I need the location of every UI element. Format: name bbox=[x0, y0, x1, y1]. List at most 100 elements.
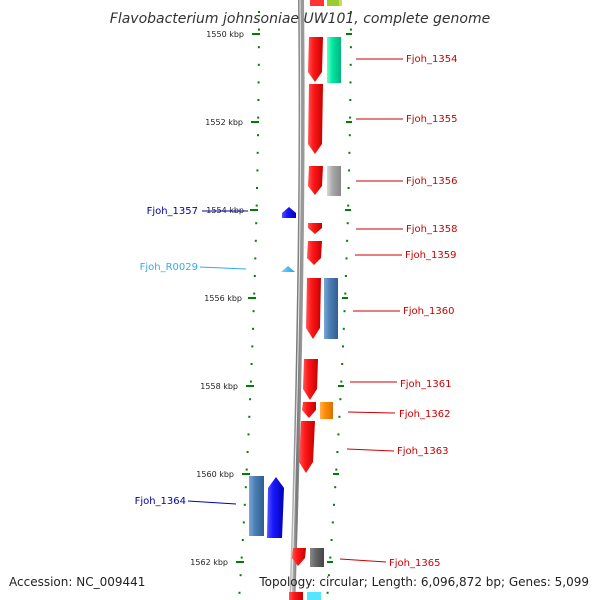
gene-arrow-reverse[interactable] bbox=[282, 207, 296, 218]
minor-tick bbox=[327, 574, 330, 577]
feature-fjoh-1360[interactable]: Fjoh_1360 bbox=[306, 278, 454, 339]
minor-tick bbox=[240, 556, 243, 559]
minor-tick bbox=[256, 151, 259, 154]
minor-tick bbox=[246, 451, 249, 453]
gene-label[interactable]: Fjoh_1355 bbox=[406, 114, 457, 125]
minor-tick bbox=[345, 257, 348, 260]
minor-tick bbox=[336, 451, 339, 453]
gene-arrow-forward[interactable] bbox=[308, 223, 322, 234]
feature-fjoh-1354[interactable]: Fjoh_1354 bbox=[308, 37, 457, 83]
feature-fjoh-1364[interactable]: Fjoh_1364 bbox=[135, 476, 284, 538]
minor-tick bbox=[349, 116, 352, 119]
minor-tick bbox=[343, 310, 346, 313]
gene-label[interactable]: Fjoh_1356 bbox=[406, 176, 457, 187]
minor-tick bbox=[243, 503, 246, 506]
cog-block[interactable] bbox=[249, 476, 264, 536]
genome-backbone-highlight bbox=[290, 0, 302, 600]
gene-label[interactable]: Fjoh_1362 bbox=[399, 409, 450, 420]
minor-tick bbox=[239, 574, 242, 577]
minor-tick bbox=[252, 310, 255, 313]
minor-tick bbox=[251, 345, 254, 348]
minor-tick bbox=[257, 46, 260, 49]
minor-tick bbox=[341, 363, 344, 365]
cog-block[interactable] bbox=[310, 548, 324, 567]
minor-tick bbox=[342, 345, 344, 348]
minor-tick bbox=[248, 415, 251, 418]
gene-label[interactable]: Fjoh_1364 bbox=[135, 496, 186, 507]
cog-block[interactable] bbox=[320, 402, 333, 419]
gene-arrow-forward[interactable] bbox=[306, 278, 321, 339]
minor-tick bbox=[257, 63, 260, 66]
tick-label: 1550 kbp bbox=[206, 30, 244, 39]
gene-arrow-forward[interactable] bbox=[303, 359, 318, 400]
gene-arrow-forward[interactable] bbox=[307, 241, 322, 265]
minor-tick bbox=[255, 204, 258, 207]
feature-fjoh-1356[interactable]: Fjoh_1356 bbox=[308, 166, 457, 196]
gene-arrow-forward[interactable] bbox=[302, 402, 316, 418]
rna-arrow-reverse[interactable] bbox=[281, 266, 295, 272]
cog-block[interactable] bbox=[327, 37, 341, 83]
minor-tick bbox=[238, 591, 241, 594]
feature-fjoh-1362[interactable]: Fjoh_1362 bbox=[302, 402, 450, 420]
features: Fjoh_1354 Fjoh_1355 Fjoh_1356 Fjoh_1357 … bbox=[135, 37, 457, 600]
minor-tick bbox=[337, 433, 340, 436]
minor-tick bbox=[339, 398, 342, 401]
accession-text: Accession: NC_009441 bbox=[9, 575, 145, 589]
feature-partial-bottom[interactable] bbox=[289, 592, 321, 600]
minor-tick bbox=[347, 187, 350, 189]
minor-tick bbox=[253, 275, 256, 277]
minor-tick bbox=[350, 11, 352, 13]
minor-tick bbox=[247, 433, 250, 436]
minor-tick bbox=[349, 99, 352, 101]
minor-tick bbox=[257, 116, 260, 119]
minor-tick bbox=[330, 539, 333, 541]
gene-arrow-reverse[interactable] bbox=[267, 477, 284, 538]
minor-tick bbox=[349, 63, 352, 66]
gene-label[interactable]: Fjoh_1363 bbox=[397, 446, 448, 457]
minor-tick bbox=[346, 239, 349, 242]
feature-fjoh-1363[interactable]: Fjoh_1363 bbox=[299, 421, 448, 473]
minor-tick bbox=[257, 134, 259, 137]
gene-label[interactable]: Fjoh_R0029 bbox=[140, 262, 198, 273]
gene-arrow-forward[interactable] bbox=[308, 166, 323, 195]
feature-fjoh-r0029[interactable]: Fjoh_R0029 bbox=[140, 262, 295, 273]
gene-label[interactable]: Fjoh_1361 bbox=[400, 379, 451, 390]
minor-tick bbox=[254, 239, 257, 242]
gene-label[interactable]: Fjoh_1354 bbox=[406, 54, 457, 65]
gene-label[interactable]: Fjoh_1360 bbox=[403, 306, 454, 317]
gene-label[interactable]: Fjoh_1365 bbox=[389, 558, 440, 569]
minor-tick bbox=[257, 81, 260, 84]
minor-tick bbox=[344, 275, 347, 277]
tick-label: 1556 kbp bbox=[204, 294, 242, 303]
gene-label[interactable]: Fjoh_1359 bbox=[405, 250, 456, 261]
gene-arrow-forward[interactable] bbox=[308, 84, 323, 154]
gene-arrow-forward[interactable] bbox=[292, 548, 306, 566]
gene-label[interactable]: Fjoh_1357 bbox=[147, 206, 198, 217]
map-title: Flavobacterium johnsoniae UW101, complet… bbox=[110, 11, 490, 27]
feature-fjoh-1357[interactable]: Fjoh_1357 bbox=[147, 206, 296, 218]
minor-tick bbox=[253, 292, 256, 295]
minor-tick bbox=[245, 468, 248, 471]
minor-tick bbox=[250, 363, 253, 365]
gene-arrow-forward[interactable] bbox=[308, 37, 323, 82]
minor-tick bbox=[244, 486, 247, 489]
feature-fjoh-1355[interactable]: Fjoh_1355 bbox=[308, 84, 457, 154]
feature-fjoh-1365[interactable]: Fjoh_1365 bbox=[292, 548, 440, 569]
minor-tick bbox=[344, 292, 347, 295]
minor-tick bbox=[257, 99, 260, 101]
tick-1562: 1562 kbp bbox=[190, 558, 244, 567]
minor-tick bbox=[249, 398, 252, 401]
cog-block[interactable] bbox=[324, 278, 338, 339]
gene-arrow-forward[interactable] bbox=[299, 421, 315, 473]
feature-fjoh-1358[interactable]: Fjoh_1358 bbox=[308, 223, 457, 235]
feature-fjoh-1361[interactable]: Fjoh_1361 bbox=[303, 359, 451, 400]
minor-tick bbox=[329, 556, 332, 559]
minor-tick bbox=[348, 151, 351, 154]
minor-tick bbox=[333, 503, 335, 506]
minor-tick bbox=[255, 222, 258, 225]
cog-block[interactable] bbox=[327, 166, 341, 196]
gene-label[interactable]: Fjoh_1358 bbox=[406, 224, 457, 235]
feature-fjoh-1359[interactable]: Fjoh_1359 bbox=[307, 241, 456, 265]
minor-tick bbox=[348, 134, 351, 137]
